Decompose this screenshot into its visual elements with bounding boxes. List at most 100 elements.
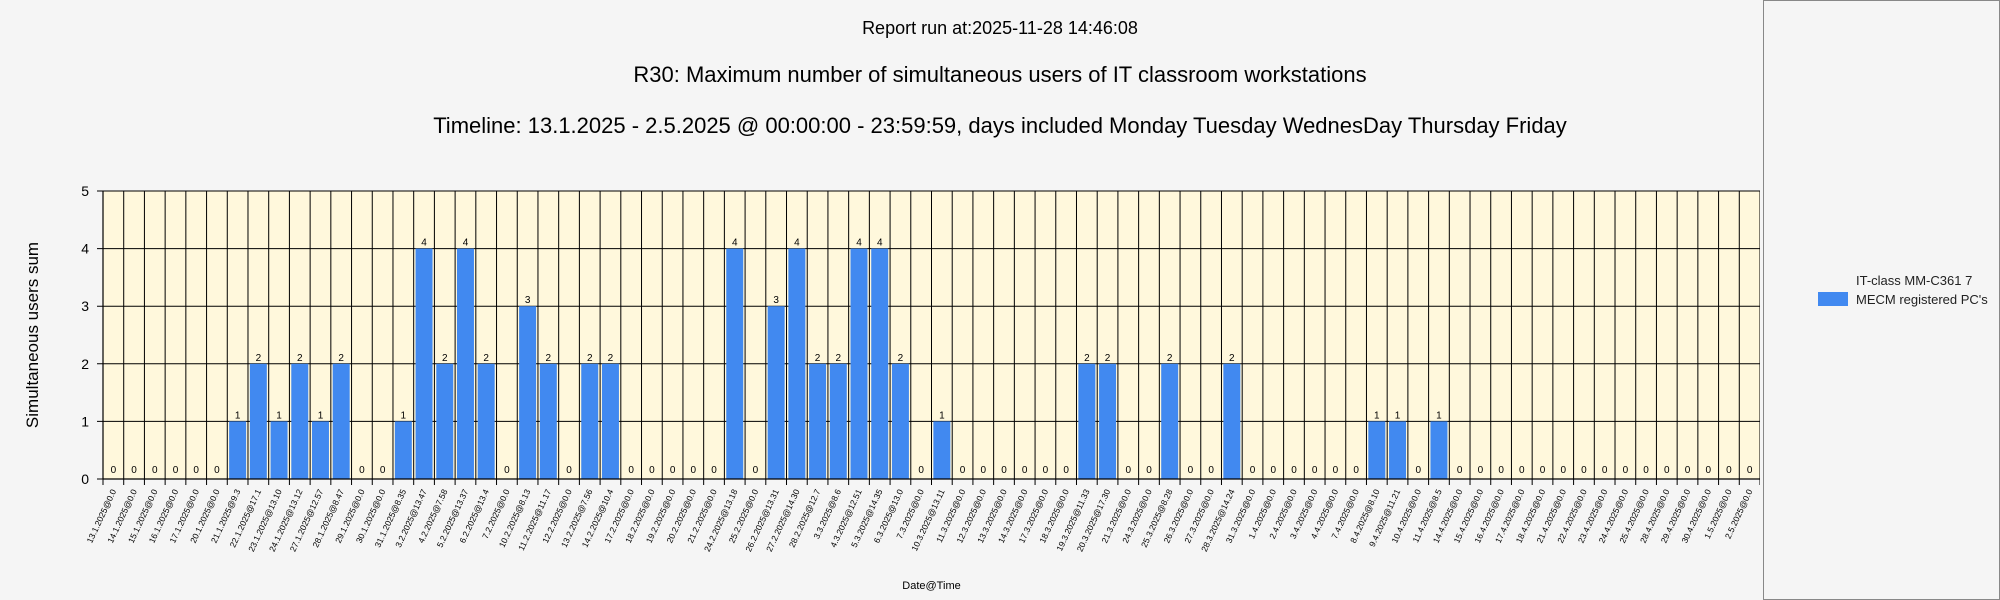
bar [850,248,868,479]
y-tick-label: 3 [81,298,89,314]
data-label: 1 [318,410,324,421]
data-label: 0 [1498,465,1504,476]
bar [415,248,433,479]
bar [477,363,495,479]
data-label: 2 [815,353,821,364]
data-label: 0 [1747,465,1753,476]
legend-series-label: IT-class MM-C361 7 MECM registered PC's [1856,273,1988,307]
data-label: 0 [1270,465,1276,476]
bar [809,363,827,479]
y-tick-label: 2 [81,356,89,372]
bar [394,421,412,479]
chart-subtitle: Timeline: 13.1.2025 - 2.5.2025 @ 00:00:0… [433,113,1567,138]
data-label: 2 [483,353,489,364]
data-label: 1 [1395,410,1401,421]
data-label: 0 [1333,465,1339,476]
data-label: 0 [1043,465,1049,476]
data-label: 0 [711,465,717,476]
bar [1161,363,1179,479]
bar [1078,363,1096,479]
data-label: 0 [1250,465,1256,476]
data-label: 0 [1560,465,1566,476]
bar [788,248,806,479]
bar [1389,421,1407,479]
bar [456,248,474,479]
bar [601,363,619,479]
data-label: 0 [1063,465,1069,476]
bar [726,248,744,479]
data-label: 0 [628,465,634,476]
data-label: 0 [214,465,220,476]
y-tick-label: 1 [81,413,89,429]
data-label: 1 [276,410,282,421]
data-label: 2 [836,353,842,364]
data-label: 2 [1105,353,1111,364]
data-label: 0 [173,465,179,476]
x-axis-label: Date@Time [902,580,960,592]
data-label: 0 [1685,465,1691,476]
data-label: 0 [1001,465,1007,476]
data-label: 0 [1312,465,1318,476]
data-label: 0 [918,465,924,476]
bar [581,363,599,479]
data-label: 0 [1291,465,1297,476]
data-label: 0 [1125,465,1131,476]
data-label: 0 [1643,465,1649,476]
data-label: 0 [504,465,510,476]
data-label: 2 [442,353,448,364]
data-label: 2 [1084,353,1090,364]
bar [332,363,350,479]
y-tick-label: 0 [81,471,89,487]
legend-swatch [1818,292,1848,306]
data-label: 0 [111,465,117,476]
bar [933,421,951,479]
bar [249,363,267,479]
data-label: 0 [960,465,966,476]
data-label: 0 [649,465,655,476]
data-label: 0 [1146,465,1152,476]
data-label: 0 [566,465,572,476]
data-label: 0 [1726,465,1732,476]
bar [519,306,537,479]
y-tick-label: 5 [81,183,89,199]
bar [270,421,288,479]
y-axis-label: Simultaneous users sum [23,242,42,428]
bar [1368,421,1386,479]
data-label: 0 [1208,465,1214,476]
legend: IT-class MM-C361 7 MECM registered PC's [1763,0,2000,600]
data-label: 0 [1478,465,1484,476]
bar [291,363,309,479]
data-label: 1 [939,410,945,421]
bar [829,363,847,479]
data-label: 2 [587,353,593,364]
data-label: 0 [670,465,676,476]
data-label: 2 [1229,353,1235,364]
data-label: 0 [981,465,987,476]
data-label: 0 [380,465,386,476]
bar [767,306,785,479]
data-label: 0 [1664,465,1670,476]
data-label: 4 [856,238,862,249]
bar [436,363,454,479]
data-label: 0 [1519,465,1525,476]
bar [229,421,247,479]
data-label: 0 [1415,465,1421,476]
data-label: 0 [1022,465,1028,476]
bar [891,363,909,479]
data-label: 0 [1457,465,1463,476]
data-label: 0 [1581,465,1587,476]
data-label: 0 [691,465,697,476]
data-label: 0 [359,465,365,476]
bar-chart: 012345013.1.2025@0.0014.1.2025@0.0015.1.… [23,183,1760,592]
bar [1099,363,1117,479]
data-label: 0 [1623,465,1629,476]
data-label: 4 [794,238,800,249]
data-label: 4 [421,238,427,249]
bar [1223,363,1241,479]
data-label: 0 [152,465,158,476]
data-label: 0 [753,465,759,476]
data-label: 2 [608,353,614,364]
data-label: 3 [525,295,531,306]
data-label: 2 [256,353,262,364]
data-label: 0 [1353,465,1359,476]
